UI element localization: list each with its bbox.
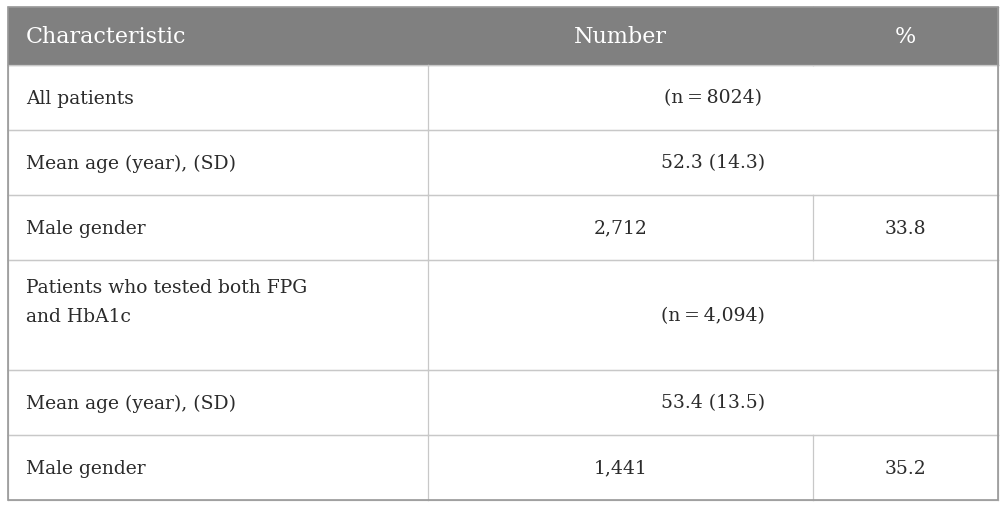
Text: 52.3 (14.3): 52.3 (14.3) — [661, 154, 765, 172]
Bar — [428, 131, 998, 195]
Bar — [428, 370, 998, 435]
Text: Mean age (year), (SD): Mean age (year), (SD) — [26, 393, 236, 412]
Text: 1,441: 1,441 — [594, 459, 647, 476]
Text: Male gender: Male gender — [26, 219, 146, 237]
Bar — [8, 66, 428, 131]
Text: Characteristic: Characteristic — [26, 26, 187, 48]
Bar — [8, 8, 428, 66]
Text: 35.2: 35.2 — [884, 459, 927, 476]
Text: 2,712: 2,712 — [594, 219, 647, 237]
Bar — [428, 8, 813, 66]
Text: 33.8: 33.8 — [884, 219, 927, 237]
Bar — [813, 435, 998, 500]
Text: Number: Number — [574, 26, 667, 48]
Bar — [8, 195, 428, 261]
Bar — [813, 195, 998, 261]
Text: %: % — [894, 26, 917, 48]
Bar — [8, 435, 428, 500]
Text: Male gender: Male gender — [26, 459, 146, 476]
Text: All patients: All patients — [26, 89, 134, 107]
Text: Patients who tested both FPG
and HbA1c: Patients who tested both FPG and HbA1c — [26, 278, 308, 326]
Bar — [428, 435, 813, 500]
Bar — [428, 261, 998, 370]
Bar — [428, 66, 998, 131]
Bar — [8, 131, 428, 195]
Bar — [813, 8, 998, 66]
Text: Mean age (year), (SD): Mean age (year), (SD) — [26, 154, 236, 172]
Text: (n = 8024): (n = 8024) — [664, 89, 762, 107]
Text: (n = 4,094): (n = 4,094) — [661, 306, 765, 324]
Bar — [8, 261, 428, 370]
Bar — [8, 370, 428, 435]
Bar — [428, 195, 813, 261]
Text: 53.4 (13.5): 53.4 (13.5) — [661, 394, 765, 412]
